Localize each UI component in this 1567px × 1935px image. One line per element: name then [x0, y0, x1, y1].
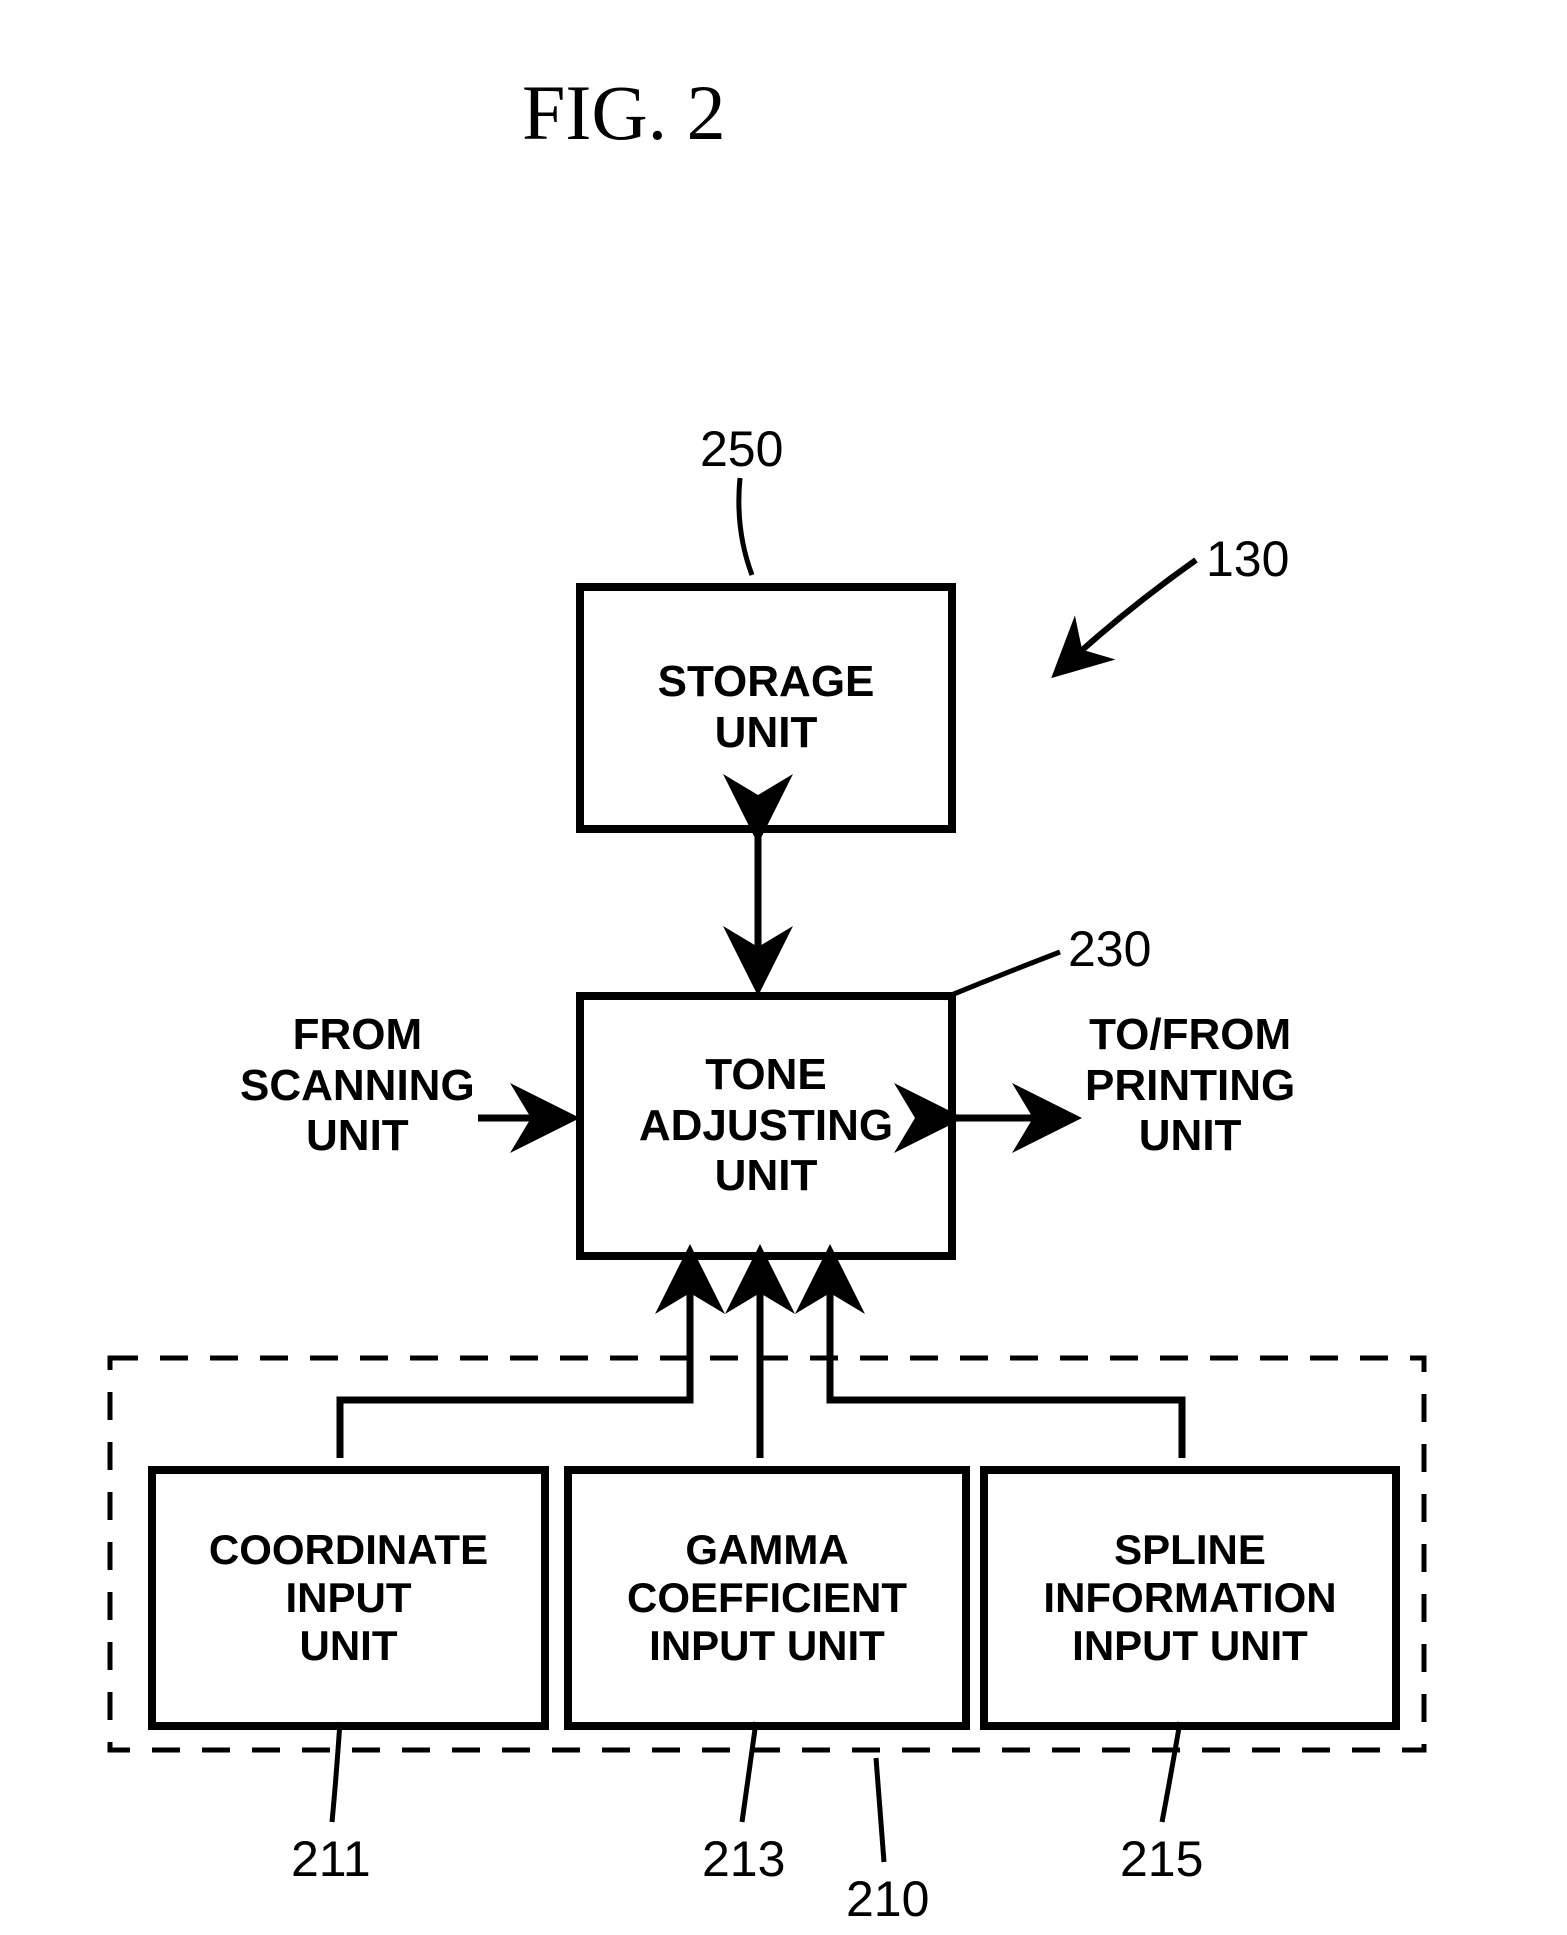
- ref-213: 213: [702, 1830, 785, 1888]
- figure-title: FIG. 2: [522, 68, 726, 158]
- leader-250: [739, 478, 752, 575]
- tone-adjusting-unit-label: TONE ADJUSTING UNIT: [639, 1050, 893, 1202]
- leader-210: [876, 1758, 884, 1862]
- leader-215: [1162, 1722, 1180, 1822]
- leader-211: [332, 1722, 340, 1822]
- ref-215: 215: [1120, 1830, 1203, 1888]
- ref-130: 130: [1206, 530, 1289, 588]
- gamma-coefficient-input-unit-box: GAMMA COEFFICIENT INPUT UNIT: [564, 1466, 970, 1730]
- gamma-coefficient-input-unit-label: GAMMA COEFFICIENT INPUT UNIT: [627, 1526, 907, 1671]
- leader-213: [742, 1722, 756, 1822]
- tone-adjusting-unit-box: TONE ADJUSTING UNIT: [576, 992, 956, 1260]
- spline-to-tone-arrow: [830, 1258, 1182, 1458]
- ref-250: 250: [700, 420, 783, 478]
- storage-unit-box: STORAGE UNIT: [576, 583, 956, 833]
- leader-130: [1060, 560, 1196, 670]
- ref-210: 210: [846, 1870, 929, 1928]
- to-from-printing-label: TO/FROM PRINTING UNIT: [1085, 1010, 1295, 1162]
- ref-211: 211: [291, 1830, 371, 1888]
- spline-information-input-unit-label: SPLINE INFORMATION INPUT UNIT: [1043, 1526, 1336, 1671]
- ref-230: 230: [1068, 920, 1151, 978]
- storage-unit-label: STORAGE UNIT: [658, 657, 875, 758]
- coord-to-tone-arrow: [340, 1258, 690, 1458]
- diagram-canvas: FIG. 2 FROM SCANNING UNIT TO/FROM PRINTI…: [0, 0, 1567, 1935]
- coordinate-input-unit-box: COORDINATE INPUT UNIT: [148, 1466, 549, 1730]
- coordinate-input-unit-label: COORDINATE INPUT UNIT: [209, 1526, 488, 1671]
- leader-230: [944, 952, 1060, 998]
- spline-information-input-unit-box: SPLINE INFORMATION INPUT UNIT: [980, 1466, 1400, 1730]
- from-scanning-label: FROM SCANNING UNIT: [240, 1010, 475, 1162]
